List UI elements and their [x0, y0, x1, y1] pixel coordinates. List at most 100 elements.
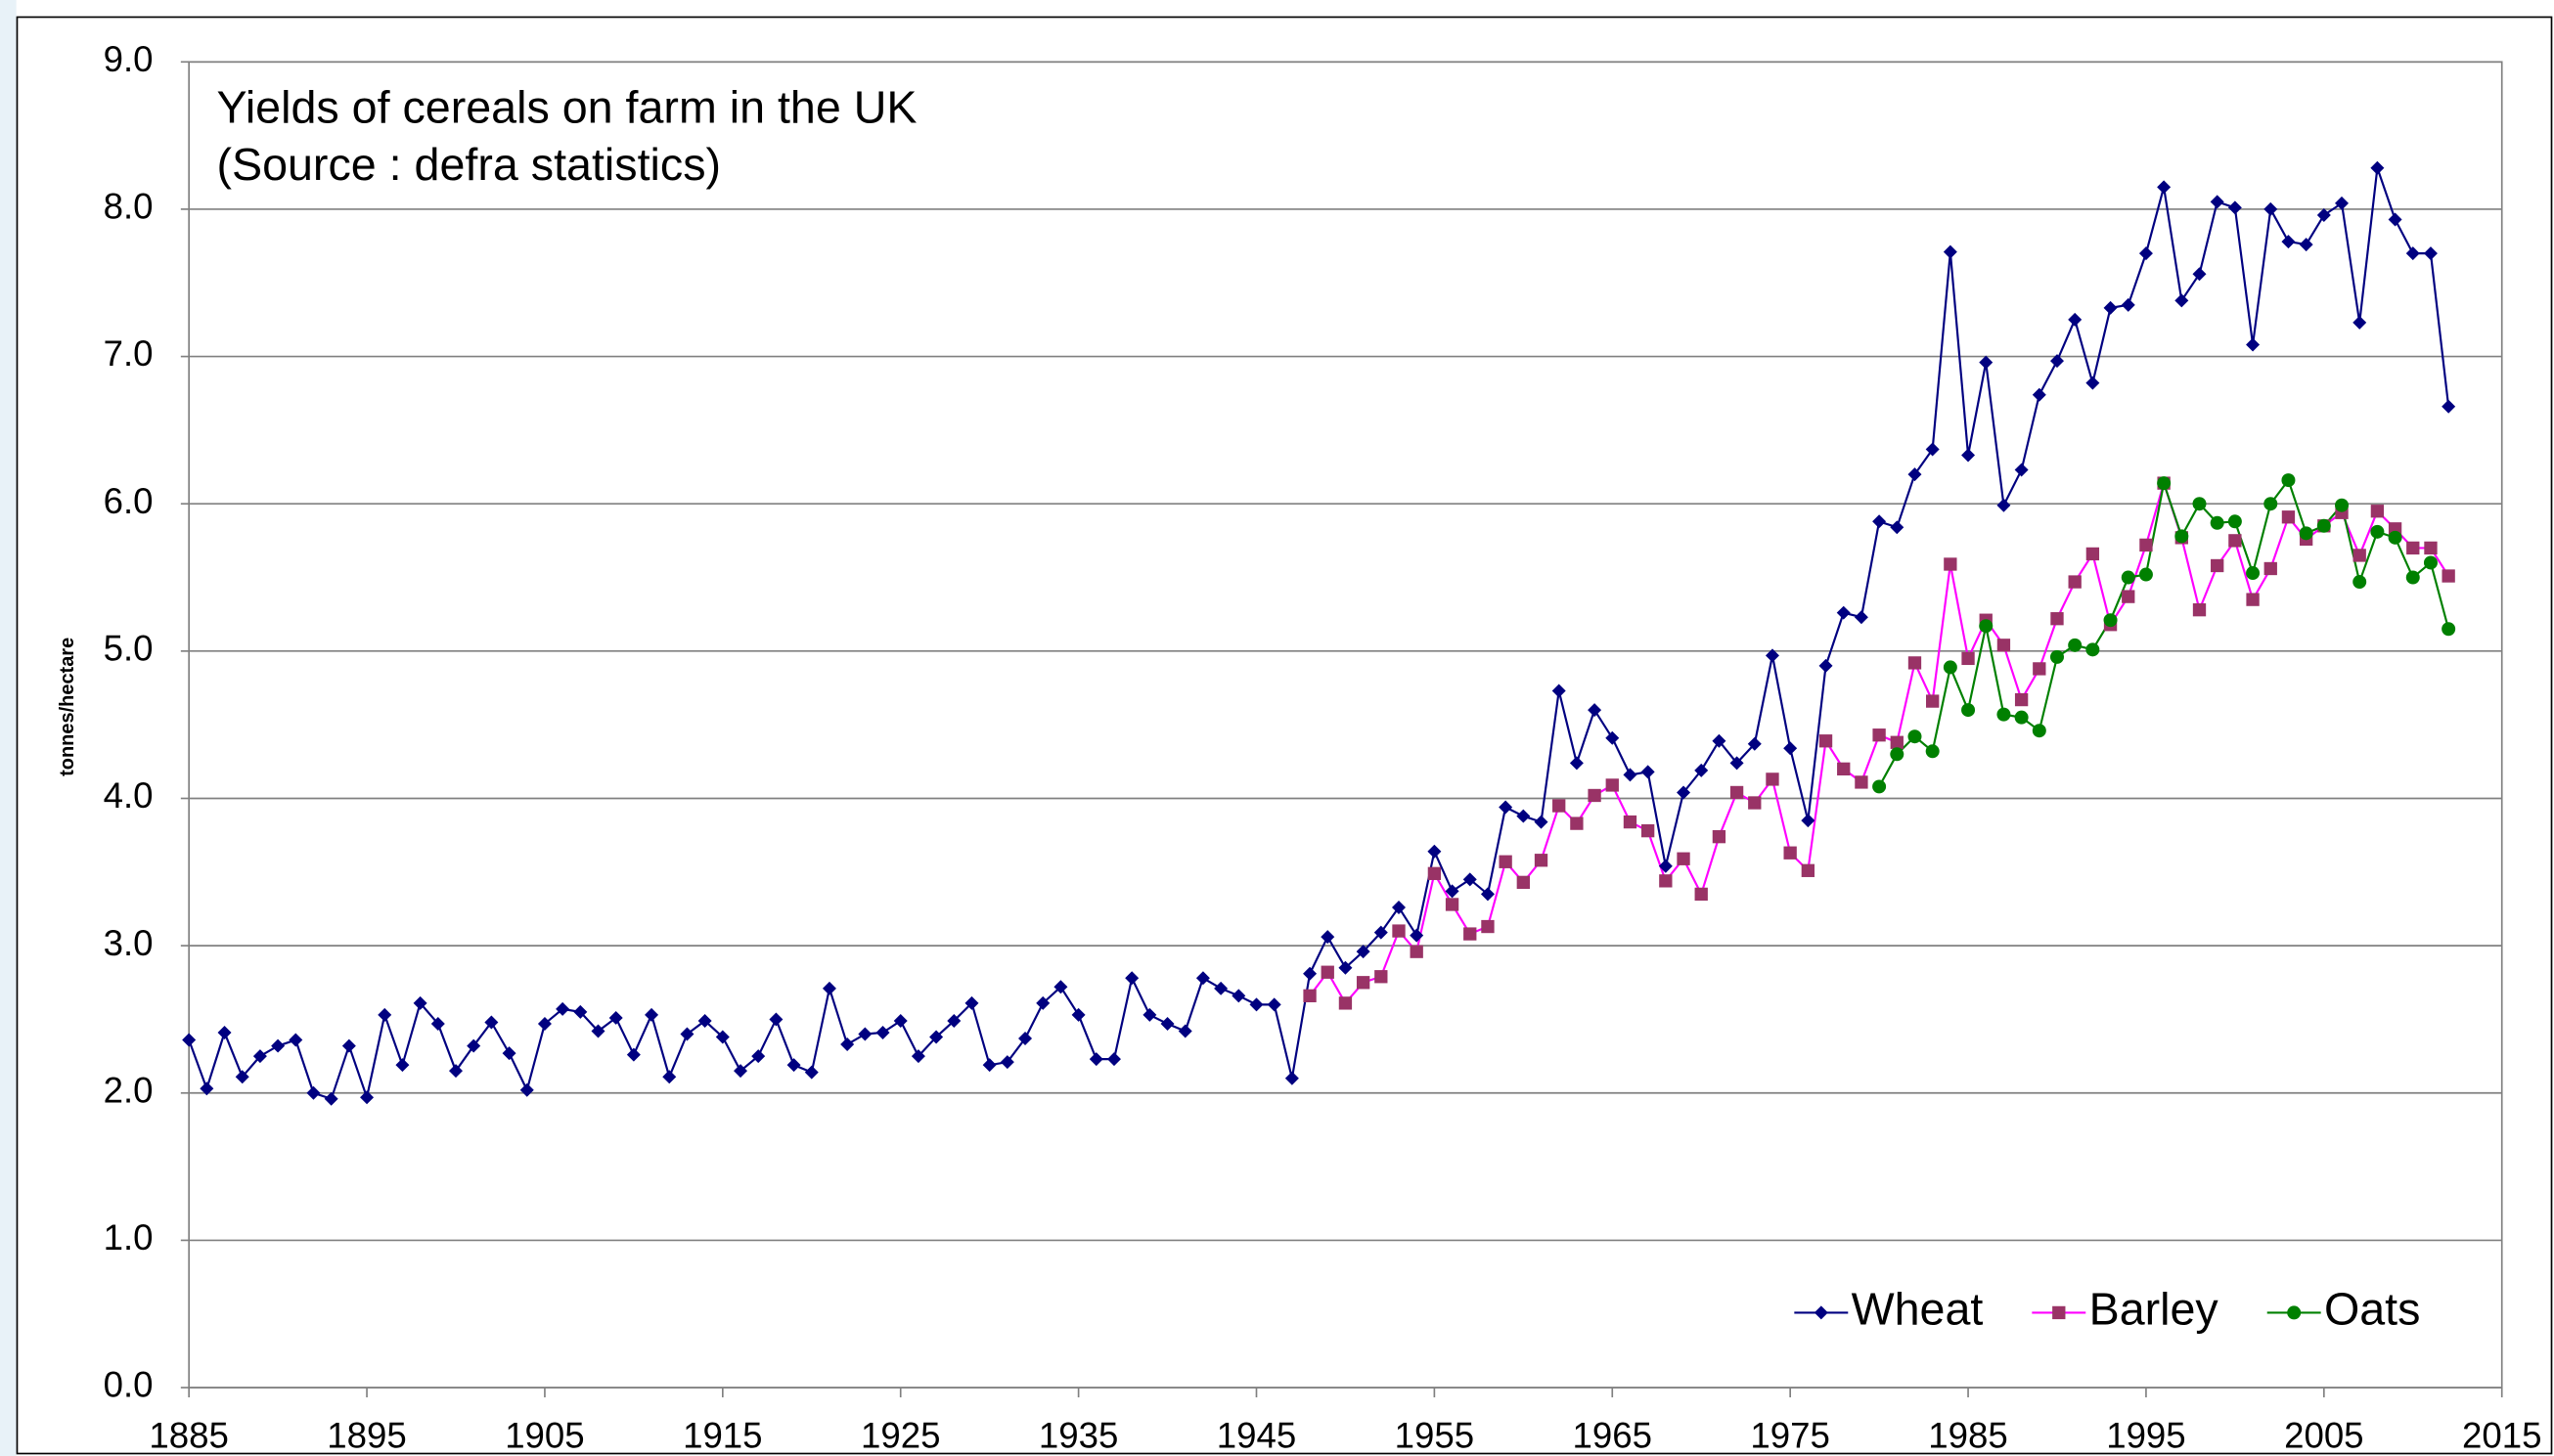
data-point [911, 1049, 925, 1064]
data-point [1801, 814, 1815, 828]
data-point [2423, 555, 2438, 570]
data-point [2227, 514, 2242, 529]
data-point [2103, 300, 2118, 315]
legend-label: Barley [2089, 1284, 2219, 1335]
data-point [430, 1016, 445, 1031]
data-point [1089, 1052, 1103, 1067]
data-point [324, 1091, 338, 1106]
data-point [1373, 925, 1388, 940]
data-point [1178, 1024, 1192, 1038]
data-point [395, 1058, 410, 1073]
data-point [1907, 656, 1922, 670]
data-point [2049, 649, 2064, 664]
chart-title: Yields of cereals on farm in the UK [216, 82, 917, 133]
data-point [1907, 467, 1922, 482]
data-point [1303, 966, 1318, 981]
data-point [1499, 855, 1512, 868]
data-point [2122, 590, 2135, 603]
data-point [341, 1038, 356, 1053]
data-point [2157, 476, 2172, 491]
x-tick-label: 1975 [1750, 1415, 1829, 1455]
data-point [1855, 775, 1868, 789]
y-tick-label: 1.0 [104, 1217, 154, 1257]
data-point [413, 995, 427, 1010]
y-tick-label: 5.0 [104, 629, 154, 669]
data-point [252, 1049, 267, 1064]
x-tick-label: 1995 [2106, 1415, 2185, 1455]
data-point [1694, 887, 1708, 902]
y-tick-label: 9.0 [104, 39, 154, 79]
data-point [2032, 387, 2046, 402]
data-point [1338, 960, 1353, 975]
x-tick-label: 1965 [1573, 1415, 1652, 1455]
data-point [2228, 534, 2242, 548]
data-point [1534, 854, 1548, 867]
data-point [1410, 945, 1423, 958]
data-point [645, 1007, 659, 1022]
legend-label: Oats [2324, 1284, 2420, 1335]
data-point [1766, 772, 1779, 786]
data-point [2405, 570, 2420, 585]
data-point [573, 1004, 588, 1019]
data-point [2068, 638, 2083, 652]
data-point [2049, 354, 2064, 369]
data-point [1890, 735, 1904, 749]
data-point [2227, 200, 2242, 215]
data-point [2388, 530, 2402, 545]
data-point [537, 1016, 552, 1031]
data-point [1588, 703, 1602, 718]
data-point [591, 1024, 605, 1038]
data-point [2032, 724, 2046, 738]
legend: Wheat Barley Oats [1794, 1284, 2420, 1335]
data-point [1925, 442, 1940, 457]
data-point [2157, 180, 2172, 195]
data-point [2014, 710, 2029, 725]
data-point [751, 1049, 766, 1064]
data-point [1961, 651, 1975, 666]
data-point [1125, 971, 1140, 986]
data-point [1551, 684, 1566, 698]
data-point [2246, 566, 2261, 581]
data-point [1588, 788, 1601, 803]
data-point [1783, 741, 1798, 756]
data-point [1818, 734, 1833, 748]
data-point [1623, 815, 1637, 829]
y-tick-label: 6.0 [104, 481, 154, 521]
data-point [2370, 505, 2385, 518]
data-point [1925, 744, 1940, 759]
data-point [893, 1013, 908, 1028]
plot-area [188, 61, 2503, 1389]
data-point [378, 1007, 392, 1022]
data-point [2263, 561, 2277, 576]
data-point [2121, 570, 2135, 585]
data-point [1481, 919, 1495, 934]
legend-marker [2052, 1305, 2066, 1320]
x-tick-label: 1895 [327, 1415, 406, 1455]
data-point [1552, 799, 1566, 813]
data-point [1106, 1052, 1121, 1067]
data-point [182, 1033, 197, 1047]
data-point [1801, 863, 1815, 877]
data-point [697, 1013, 712, 1028]
data-point [626, 1047, 641, 1062]
data-point [2388, 212, 2402, 227]
x-tick-label: 2015 [2462, 1415, 2541, 1455]
x-tick-label: 1915 [683, 1415, 762, 1455]
data-point [2405, 246, 2420, 261]
data-point [2085, 547, 2100, 561]
data-point [1392, 900, 1406, 914]
data-point [1249, 997, 1264, 1012]
legend-label: Wheat [1852, 1284, 1984, 1335]
data-point [2316, 518, 2331, 533]
data-point [662, 1070, 677, 1084]
data-point [2192, 497, 2207, 511]
data-point [1677, 785, 1691, 800]
data-point [2299, 526, 2313, 541]
data-point [608, 1010, 623, 1025]
data-point [449, 1064, 463, 1079]
data-point [2442, 622, 2456, 637]
data-point [734, 1064, 748, 1079]
data-point [2299, 238, 2313, 252]
y-tick-label: 4.0 [104, 775, 154, 816]
